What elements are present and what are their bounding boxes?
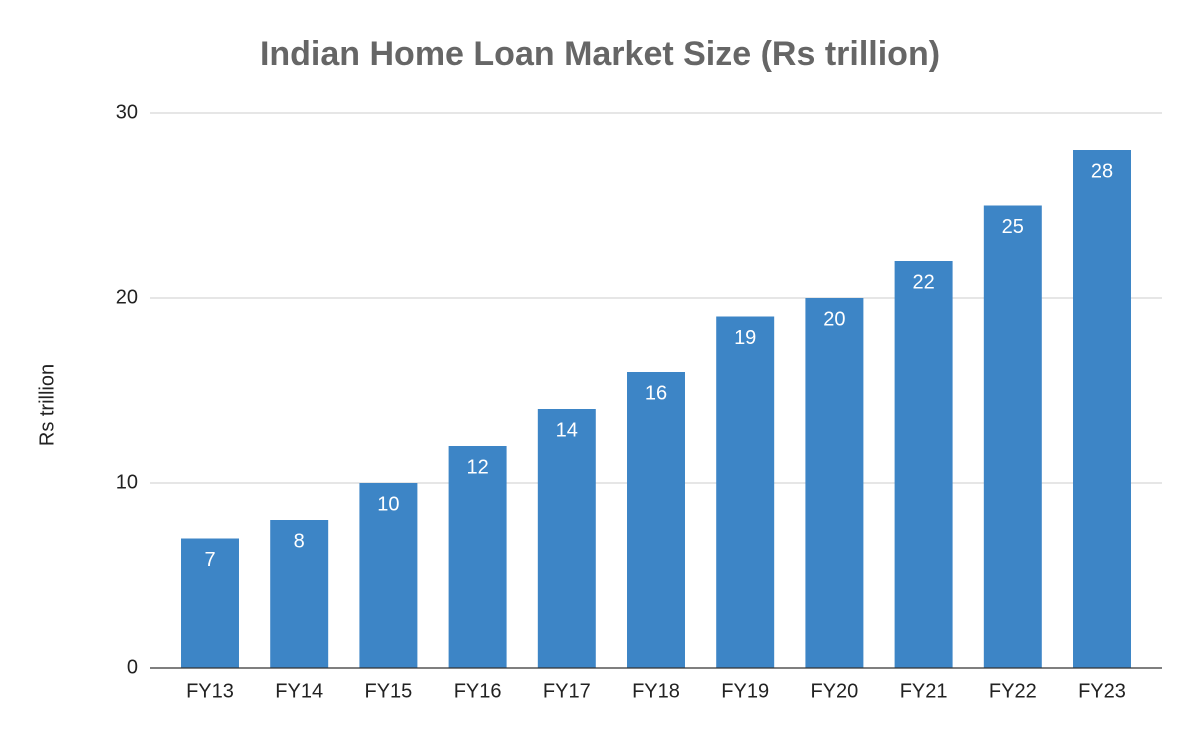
bar xyxy=(894,261,953,668)
data-label: 20 xyxy=(823,308,845,330)
data-label: 19 xyxy=(734,327,756,349)
bar xyxy=(537,409,596,668)
y-tick-label: 10 xyxy=(116,471,138,493)
data-label: 14 xyxy=(556,419,578,441)
x-tick-label: FY16 xyxy=(454,680,502,702)
x-tick-label: FY17 xyxy=(543,680,591,702)
y-tick-label: 0 xyxy=(127,656,138,678)
chart-title: Indian Home Loan Market Size (Rs trillio… xyxy=(260,35,940,73)
y-tick-label: 20 xyxy=(116,286,138,308)
data-label: 22 xyxy=(912,271,934,293)
data-label: 25 xyxy=(1002,216,1024,238)
x-tick-label: FY21 xyxy=(900,680,948,702)
x-tick-label: FY22 xyxy=(989,680,1037,702)
x-tick-label: FY19 xyxy=(721,680,769,702)
data-label: 28 xyxy=(1091,160,1113,182)
x-tick-label: FY14 xyxy=(275,680,323,702)
bar xyxy=(181,538,239,668)
bar xyxy=(270,520,329,668)
bar xyxy=(359,483,418,668)
x-tick-label: FY23 xyxy=(1078,680,1126,702)
bar xyxy=(627,372,685,668)
y-tick-label: 30 xyxy=(116,101,138,123)
bar xyxy=(448,446,507,668)
data-label: 16 xyxy=(645,382,667,404)
data-label: 12 xyxy=(466,456,488,478)
x-tick-label: FY15 xyxy=(364,680,412,702)
data-label: 10 xyxy=(377,493,399,515)
bar xyxy=(716,316,775,668)
bar xyxy=(805,298,864,668)
bar xyxy=(983,205,1042,668)
data-label: 7 xyxy=(204,549,215,571)
x-tick-label: FY20 xyxy=(810,680,858,702)
bar xyxy=(1073,150,1131,668)
x-tick-label: FY13 xyxy=(186,680,234,702)
data-label: 8 xyxy=(294,530,305,552)
x-tick-label: FY18 xyxy=(632,680,680,702)
y-axis-label: Rs trillion xyxy=(36,364,58,446)
